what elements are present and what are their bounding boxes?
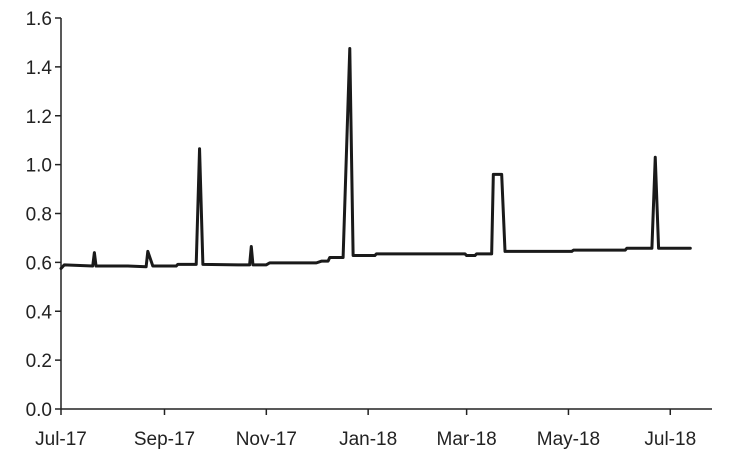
series-layer (59, 47, 692, 270)
y-tick-label: 1.6 (26, 9, 52, 30)
y-tick-label: 0.4 (26, 302, 53, 323)
x-tick-label: Sep-17 (134, 429, 195, 450)
y-tick-label: 1.2 (26, 107, 52, 128)
y-tick-label: 0.0 (26, 400, 52, 421)
y-tick-label: 1.0 (26, 156, 52, 177)
y-tick-label: 1.4 (26, 58, 53, 79)
x-tick-label: Jul-17 (35, 429, 87, 450)
x-tick-label: Nov-17 (236, 429, 297, 450)
y-tick-label: 0.2 (26, 351, 52, 372)
x-axis-ticks: Jul-17 Sep-17 Nov-17 Jan-18 Mar-18 May-18 Jul-… (35, 409, 696, 450)
y-axis-ticks: 0.0 0.2 0.4 0.6 0.8 1.0 1.2 1.4 1.6 (26, 9, 61, 421)
y-tick-label: 0.6 (26, 253, 52, 274)
x-tick-label: Jul-18 (644, 429, 696, 450)
x-tick-label: May-18 (537, 429, 600, 450)
y-tick-label: 0.8 (26, 205, 52, 226)
series-line (59, 47, 692, 270)
x-tick-label: Mar-18 (437, 429, 497, 450)
x-tick-label: Jan-18 (339, 429, 397, 450)
